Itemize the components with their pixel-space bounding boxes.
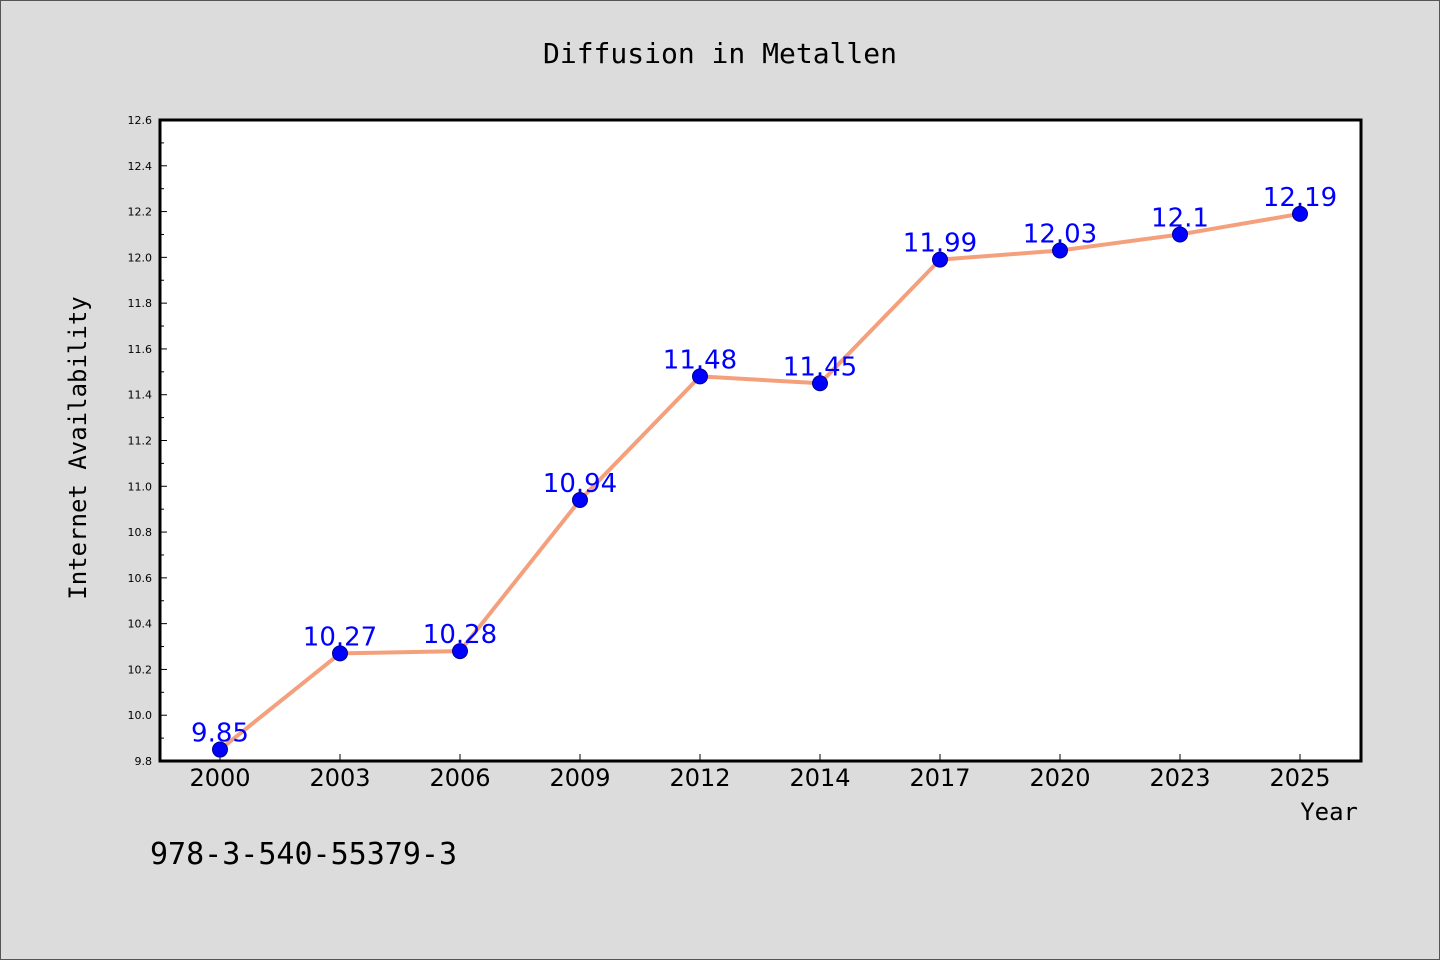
y-tick-label: 10.4 (128, 618, 153, 631)
x-tick-label: 2017 (909, 764, 970, 792)
x-tick-label: 2012 (669, 764, 730, 792)
data-label: 12.03 (1023, 219, 1097, 249)
chart-title: Diffusion in Metallen (543, 37, 897, 70)
x-axis-title: Year (1300, 798, 1358, 826)
y-tick-label: 10.0 (128, 709, 153, 722)
y-tick-label: 11.4 (128, 389, 153, 402)
y-tick-label: 11.6 (128, 343, 153, 356)
y-tick-label: 10.6 (128, 572, 153, 585)
x-tick-label: 2006 (429, 764, 490, 792)
y-tick-label: 10.8 (128, 526, 153, 539)
x-tick-label: 2014 (789, 764, 850, 792)
data-point (692, 368, 708, 385)
data-label: 11.99 (903, 229, 977, 259)
isbn-footnote: 978-3-540-55379-3 (150, 837, 457, 872)
data-label: 12.19 (1263, 183, 1337, 213)
data-label: 9.85 (191, 719, 249, 749)
data-point (932, 251, 948, 268)
y-tick-label: 11.8 (128, 297, 153, 310)
x-tick-label: 2023 (1149, 764, 1210, 792)
y-tick-label: 12.2 (128, 206, 153, 219)
data-labels: 9.85 10.27 10.28 10.94 11.48 11.45 11.99 12.03 1… (191, 183, 1337, 749)
x-tick-label: 2009 (549, 764, 610, 792)
data-points (212, 205, 1308, 758)
data-point (452, 643, 468, 660)
data-label: 11.45 (783, 352, 857, 382)
data-point (812, 375, 828, 392)
data-point (1052, 242, 1068, 259)
x-tick-label: 2025 (1269, 764, 1330, 792)
y-tick-label: 10.2 (128, 663, 153, 676)
y-tick-label: 12.4 (128, 160, 153, 173)
x-tick-label: 2003 (309, 764, 370, 792)
x-tick-label: 2000 (189, 764, 250, 792)
data-label: 12.1 (1151, 203, 1209, 233)
data-label: 10.28 (423, 620, 497, 650)
y-tick-label: 11.0 (128, 480, 153, 493)
y-tick-label: 12.0 (128, 251, 153, 264)
data-point (332, 645, 348, 662)
y-tick-label: 12.6 (128, 114, 153, 127)
x-axis: 2000 2003 2006 2009 2012 2014 2017 2020 2023 2025 (189, 754, 1331, 792)
data-point (1292, 205, 1308, 222)
y-tick-label: 11.2 (128, 435, 153, 448)
data-point (212, 741, 228, 758)
data-label: 10.94 (543, 469, 617, 499)
data-point (572, 492, 588, 509)
y-axis-title: Internet Availability (64, 296, 92, 599)
series-line (218, 211, 1301, 752)
y-tick-label: 9.8 (135, 755, 153, 768)
data-label: 10.27 (303, 622, 377, 652)
data-label: 11.48 (663, 345, 737, 375)
x-tick-label: 2020 (1029, 764, 1090, 792)
plot-border (158, 118, 1363, 763)
data-point (1172, 226, 1188, 243)
